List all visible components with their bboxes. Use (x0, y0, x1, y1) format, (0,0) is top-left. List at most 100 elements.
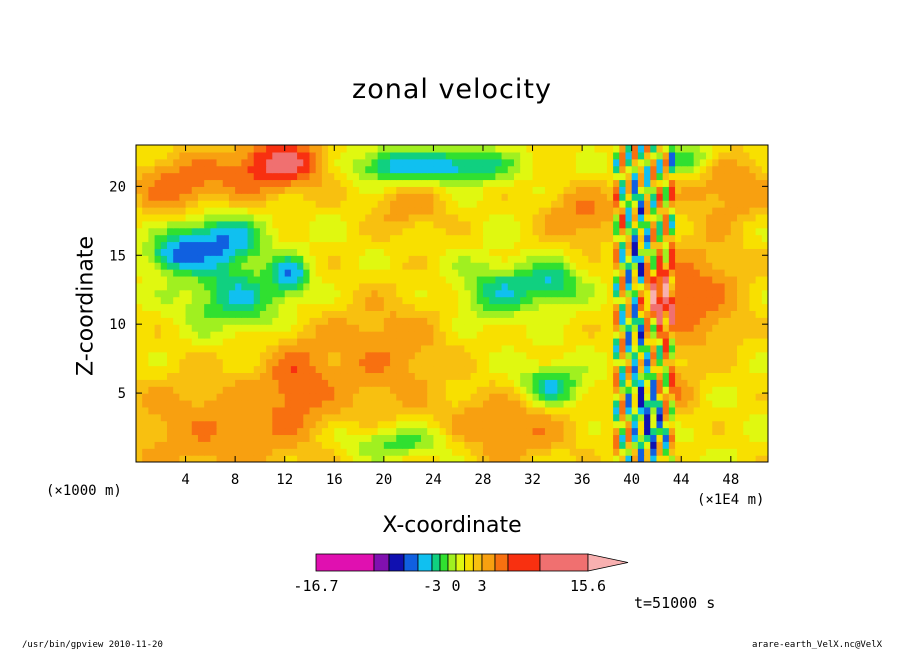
heatmap-cell (625, 372, 633, 380)
heatmap-cell (427, 145, 435, 153)
heatmap-cell (513, 448, 521, 456)
heatmap-cell (402, 420, 410, 429)
heatmap-cell (247, 393, 255, 401)
heatmap-cell (563, 413, 571, 422)
heatmap-cell (482, 337, 490, 346)
heatmap-cell (266, 324, 273, 332)
heatmap-cell (160, 220, 168, 229)
heatmap-cell (402, 248, 410, 256)
heatmap-cell (551, 379, 558, 387)
heatmap-cell (501, 344, 509, 353)
heatmap-cell (699, 372, 707, 380)
heatmap-cell (284, 227, 292, 236)
heatmap-cell (328, 372, 335, 380)
heatmap-cell (755, 420, 763, 429)
heatmap-cell (371, 158, 379, 167)
heatmap-cell (321, 399, 329, 408)
heatmap-cell (730, 303, 738, 311)
y-tick-label: 15 (109, 248, 126, 264)
heatmap-cell (408, 441, 416, 449)
heatmap-cell (551, 172, 558, 181)
heatmap-cell (278, 227, 286, 236)
heatmap-cell (600, 145, 608, 153)
heatmap-cell (166, 193, 174, 201)
heatmap-cell (687, 413, 695, 422)
heatmap-cell (247, 282, 255, 291)
heatmap-cell (563, 386, 571, 394)
heatmap-cell (166, 434, 174, 442)
heatmap-cell (352, 289, 360, 298)
heatmap-cell (173, 248, 180, 256)
heatmap-cell (390, 372, 397, 380)
heatmap-cell (284, 289, 292, 298)
heatmap-cell (185, 172, 193, 181)
heatmap-cell (216, 220, 224, 229)
heatmap-cell (272, 282, 280, 291)
heatmap-cell (148, 289, 156, 298)
heatmap-cell (582, 393, 589, 401)
heatmap-cell (222, 186, 230, 194)
heatmap-cell (197, 386, 205, 394)
heatmap-cell (191, 151, 199, 160)
heatmap-cell (247, 386, 255, 394)
heatmap-cell (575, 455, 583, 462)
heatmap-cell (408, 365, 416, 374)
heatmap-cell (371, 386, 379, 394)
heatmap-cell (228, 303, 236, 311)
heatmap-cell (761, 172, 768, 181)
heatmap-cell (204, 269, 211, 277)
heatmap-cell (668, 455, 676, 462)
heatmap-cell (377, 365, 385, 374)
heatmap-cell (706, 179, 713, 187)
heatmap-cell (507, 179, 515, 187)
heatmap-cell (482, 372, 490, 380)
heatmap-cell (737, 379, 744, 387)
heatmap-cell (507, 200, 515, 208)
heatmap-cell (730, 179, 738, 187)
heatmap-cell (656, 269, 664, 277)
heatmap-cell (359, 351, 366, 360)
heatmap-cell (619, 172, 627, 181)
heatmap-cell (730, 331, 738, 339)
heatmap-cell (619, 331, 627, 339)
heatmap-cell (452, 406, 459, 415)
heatmap-cell (662, 179, 670, 187)
heatmap-cell (210, 296, 218, 305)
heatmap-cell (396, 255, 404, 263)
heatmap-cell (371, 241, 379, 249)
heatmap-cell (371, 262, 379, 270)
heatmap-cell (761, 441, 768, 449)
heatmap-cell (619, 158, 627, 167)
heatmap-cell (334, 455, 342, 462)
heatmap-cell (191, 427, 199, 436)
heatmap-cell (352, 172, 360, 181)
heatmap-cell (476, 269, 484, 277)
heatmap-cell (557, 331, 565, 339)
heatmap-cell (687, 255, 695, 263)
heatmap-cell (755, 165, 763, 174)
heatmap-cell (328, 406, 335, 415)
heatmap-cell (730, 351, 738, 360)
x-scale-label: (×1E4 m) (697, 492, 765, 508)
heatmap-cell (247, 344, 255, 353)
heatmap-cell (197, 207, 205, 215)
heatmap-cell (359, 386, 366, 394)
heatmap-cell (557, 337, 565, 346)
heatmap-cell (204, 317, 211, 325)
heatmap-cell (563, 158, 571, 167)
heatmap-cell (297, 317, 304, 325)
heatmap-cell (315, 399, 323, 408)
heatmap-cell (532, 193, 540, 201)
heatmap-cell (278, 207, 286, 215)
heatmap-cell (606, 186, 614, 194)
heatmap-cell (452, 344, 459, 353)
heatmap-cell (600, 427, 608, 436)
heatmap-cell (396, 351, 404, 360)
heatmap-cell (383, 372, 391, 380)
heatmap-cell (737, 207, 744, 215)
heatmap-cell (755, 275, 763, 284)
heatmap-cell (650, 441, 658, 449)
heatmap-cell (520, 365, 527, 374)
heatmap-cell (520, 399, 527, 408)
heatmap-cell (266, 303, 273, 311)
